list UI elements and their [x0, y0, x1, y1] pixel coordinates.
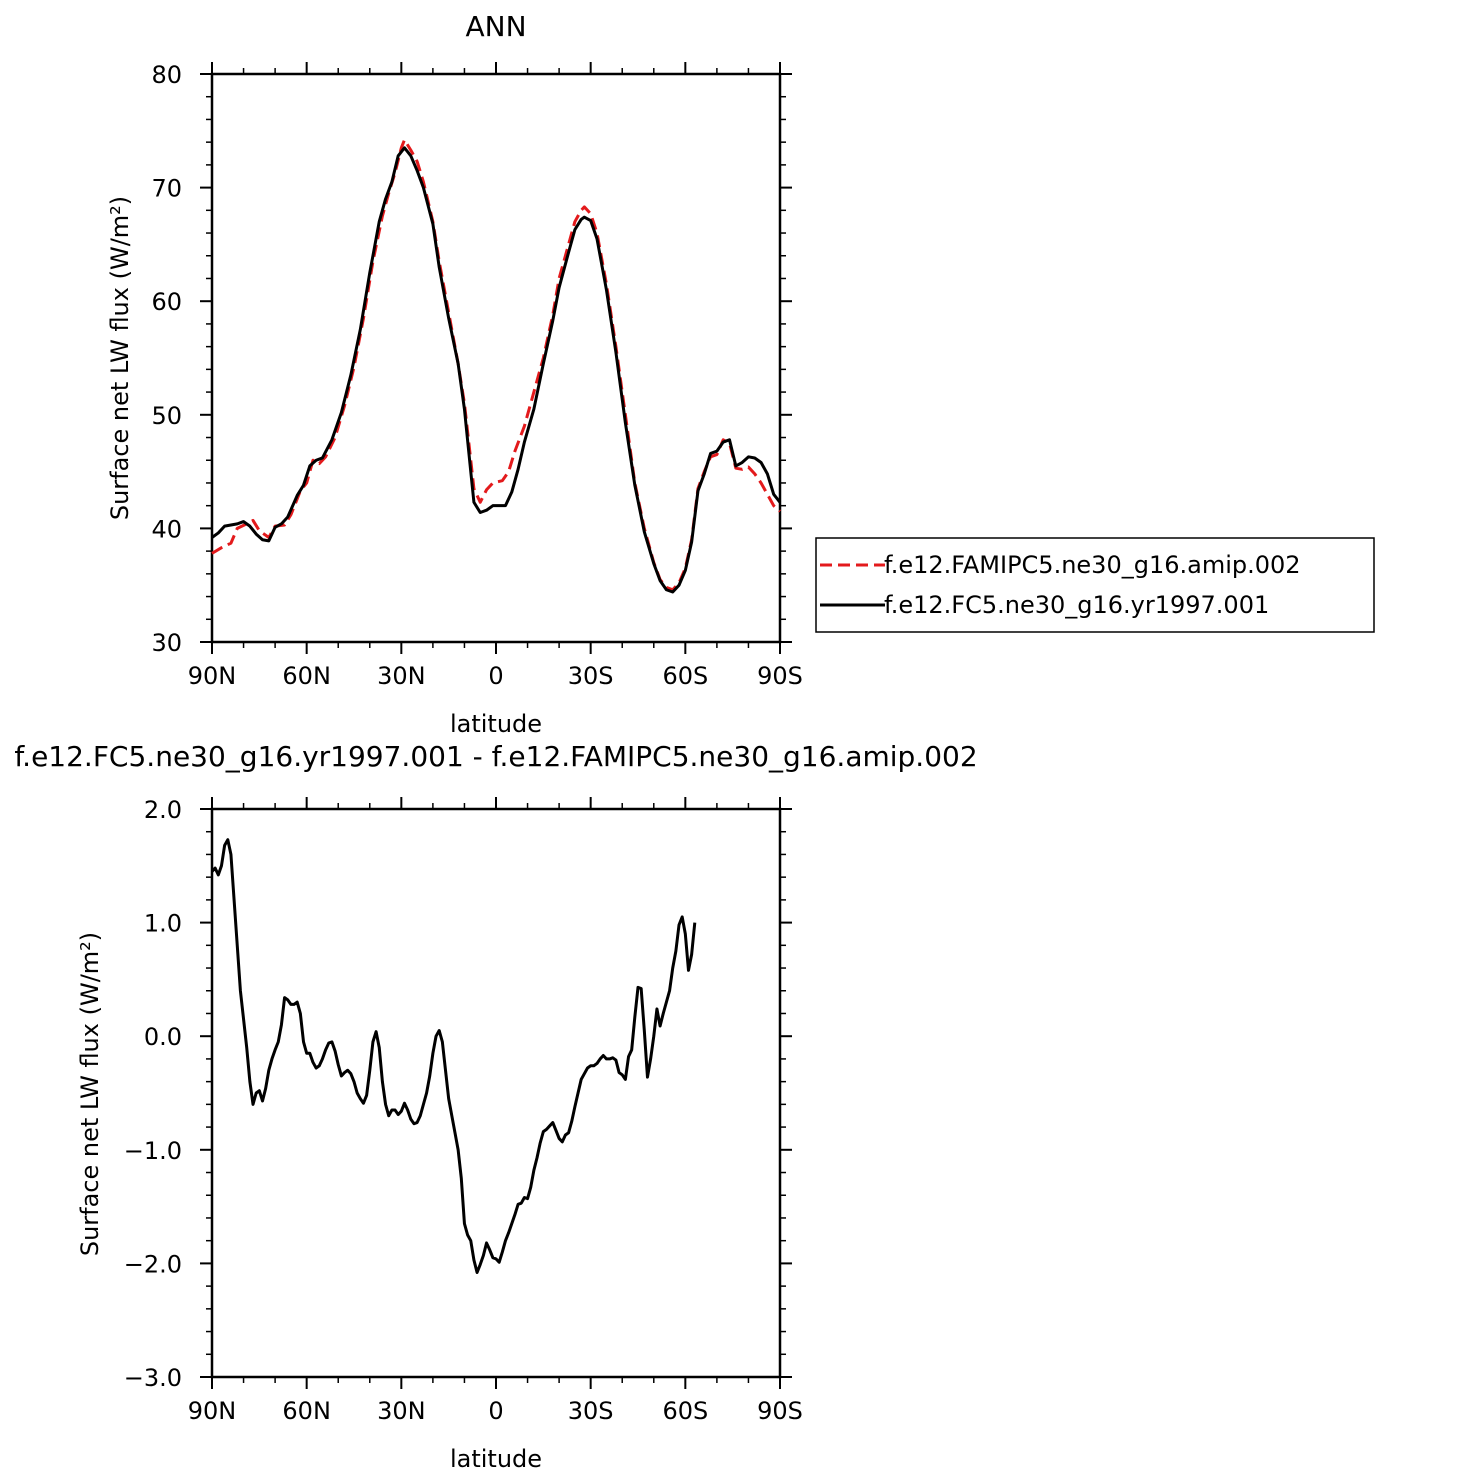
top-x-tick-label: 90N — [188, 662, 237, 690]
bottom-y-tick-label: −1.0 — [124, 1137, 182, 1165]
bottom-chart-title: f.e12.FC5.ne30_g16.yr1997.001 - f.e12.FA… — [14, 740, 977, 773]
top-x-tick-label: 30S — [568, 662, 614, 690]
top-y-tick-label: 30 — [151, 629, 182, 657]
top-series-line-1 — [211, 146, 782, 594]
top-y-axis-title: Surface net LW flux (W/m²) — [106, 196, 134, 520]
bottom-chart: f.e12.FC5.ne30_g16.yr1997.001 - f.e12.FA… — [14, 740, 977, 1473]
bottom-x-tick-label: 30S — [568, 1397, 614, 1425]
bottom-y-tick-label: 0.0 — [144, 1023, 182, 1051]
top-x-axis-title: latitude — [450, 710, 542, 738]
top-x-tick-label: 60S — [662, 662, 708, 690]
top-x-tick-label: 60N — [282, 662, 331, 690]
bottom-series-line-0 — [210, 838, 697, 1274]
top-chart: ANN 90N 60N 30N 0 30S 60S 90S 30 40 50 60 70 80 lati… — [106, 10, 1375, 738]
top-y-tick-label: 80 — [151, 61, 182, 89]
legend: f.e12.FAMIPC5.ne30_g16.amip.002 f.e12.FC… — [815, 537, 1375, 633]
bottom-x-tick-label: 60N — [282, 1397, 331, 1425]
top-x-tick-label: 90S — [757, 662, 803, 690]
bottom-y-axis-title: Surface net LW flux (W/m²) — [76, 932, 104, 1256]
bottom-y-tick-label: 1.0 — [144, 910, 182, 938]
top-plot-frame — [210, 72, 782, 644]
bottom-ticks: 90N 60N 30N 0 30S 60S 90S −3.0 −2.0 −1.0 0.0 1.0 2.0 — [124, 796, 803, 1425]
bottom-x-tick-label: 90S — [757, 1397, 803, 1425]
top-y-tick-label: 50 — [151, 402, 182, 430]
bottom-y-tick-label: −3.0 — [124, 1364, 182, 1392]
top-ticks: 90N 60N 30N 0 30S 60S 90S 30 40 50 60 70 80 — [151, 61, 802, 690]
top-y-tick-label: 60 — [151, 288, 182, 316]
top-x-tick-label: 0 — [488, 662, 503, 690]
legend-label-0: f.e12.FAMIPC5.ne30_g16.amip.002 — [884, 551, 1301, 579]
bottom-x-axis-title: latitude — [450, 1445, 542, 1473]
bottom-x-tick-label: 30N — [377, 1397, 426, 1425]
top-y-tick-label: 40 — [151, 515, 182, 543]
bottom-y-tick-label: 2.0 — [144, 796, 182, 824]
bottom-x-tick-label: 60S — [662, 1397, 708, 1425]
bottom-y-tick-label: −2.0 — [124, 1250, 182, 1278]
bottom-x-tick-label: 0 — [488, 1397, 503, 1425]
legend-label-1: f.e12.FC5.ne30_g16.yr1997.001 — [884, 591, 1269, 619]
bottom-x-tick-label: 90N — [188, 1397, 237, 1425]
legend-box — [815, 537, 1375, 633]
bottom-plot-frame — [210, 807, 782, 1379]
top-series — [211, 138, 782, 594]
top-x-tick-label: 30N — [377, 662, 426, 690]
top-y-tick-label: 70 — [151, 175, 182, 203]
bottom-series — [210, 838, 697, 1274]
top-chart-title: ANN — [465, 10, 526, 43]
